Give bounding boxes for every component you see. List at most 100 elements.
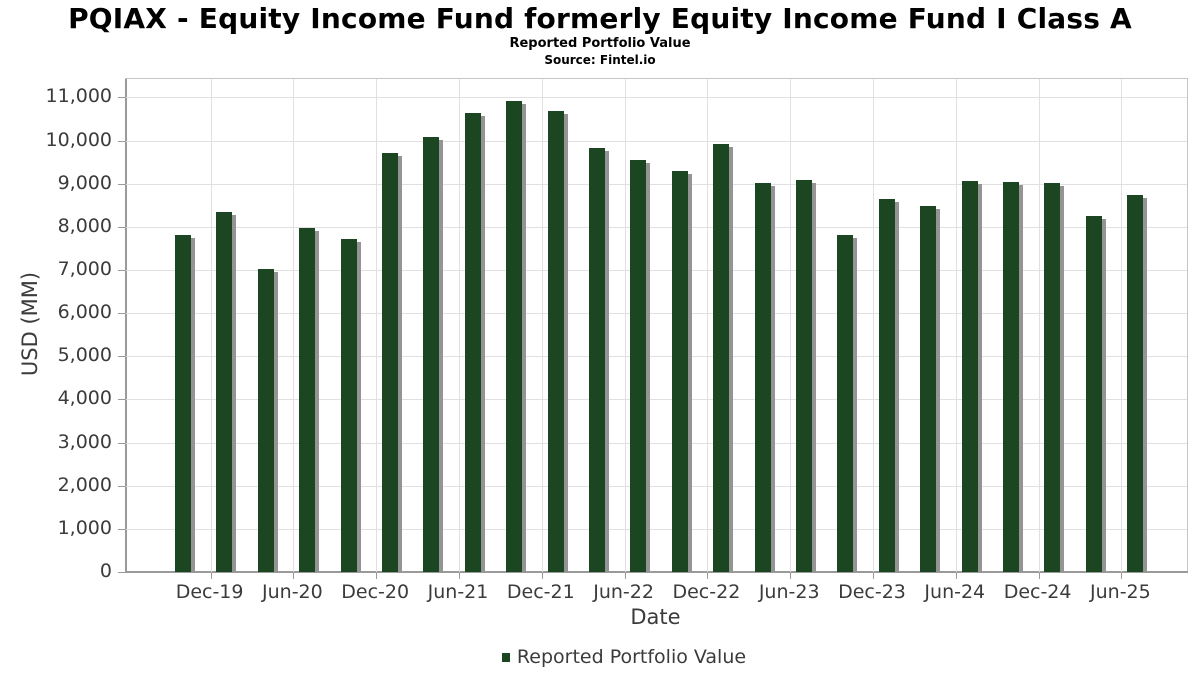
- bar-Sep-20[interactable]: [340, 238, 357, 572]
- y-tick-label: 3,000: [57, 430, 112, 453]
- gridline-vertical: [376, 79, 378, 572]
- y-tick-mark: [118, 140, 125, 142]
- gridline-vertical: [873, 79, 874, 572]
- x-axis-title: Date: [630, 605, 681, 629]
- y-tick-mark: [118, 572, 125, 573]
- y-tick-label: 9,000: [57, 171, 112, 194]
- plot-area: [118, 78, 1188, 579]
- bar-Dec-22[interactable]: [713, 144, 730, 572]
- x-tick-mark: [955, 573, 957, 579]
- bar-Dec-23[interactable]: [878, 198, 895, 572]
- gridline-vertical: [1121, 79, 1123, 572]
- x-tick-label: Jun-23: [758, 581, 820, 603]
- x-tick-mark: [459, 573, 460, 579]
- y-tick-label: 8,000: [57, 214, 112, 237]
- gridline-horizontal: [126, 226, 1187, 228]
- x-tick-label: Dec-21: [506, 581, 575, 603]
- bar-Mar-20[interactable]: [257, 268, 274, 572]
- chart-subtitle: Reported Portfolio Value: [509, 36, 691, 51]
- bar-Sep-23[interactable]: [837, 235, 854, 572]
- bar-Jun-22[interactable]: [630, 160, 647, 572]
- x-tick-label: Dec-22: [672, 581, 741, 603]
- y-tick-label: 2,000: [57, 473, 112, 496]
- y-tick-label: 0: [99, 560, 112, 582]
- bar-Dec-24[interactable]: [1044, 182, 1061, 572]
- gridline-horizontal: [126, 270, 1187, 272]
- y-tick-label: 10,000: [45, 128, 112, 151]
- y-tick-label: 1,000: [57, 516, 112, 539]
- gridline-vertical: [210, 79, 212, 572]
- y-tick-mark: [118, 97, 125, 99]
- y-tick-mark: [118, 528, 125, 530]
- gridline-vertical: [293, 79, 295, 572]
- gridline-horizontal: [126, 97, 1187, 99]
- x-tick-mark: [376, 573, 378, 579]
- x-tick-label: Dec-20: [341, 581, 410, 603]
- gridline-vertical: [955, 79, 957, 572]
- gridline-vertical: [1038, 79, 1040, 572]
- gridline-horizontal: [126, 313, 1187, 315]
- gridline-horizontal: [126, 140, 1187, 142]
- x-tick-mark: [1038, 573, 1040, 579]
- x-tick-label: Jun-21: [427, 581, 489, 603]
- gridline-vertical: [541, 79, 543, 572]
- x-tick-label: Jun-24: [924, 581, 986, 603]
- x-tick-label: Jun-22: [593, 581, 654, 603]
- legend-label: Reported Portfolio Value: [516, 646, 747, 668]
- bar-Sep-19[interactable]: [175, 235, 191, 572]
- bar-Jun-23[interactable]: [796, 179, 812, 572]
- bar-Mar-22[interactable]: [589, 147, 605, 572]
- x-axis-spine: [125, 571, 1188, 573]
- bar-Jun-24[interactable]: [961, 181, 978, 572]
- gridline-vertical: [707, 79, 709, 572]
- bar-Mar-25[interactable]: [1085, 216, 1102, 572]
- y-tick-label: 7,000: [57, 258, 112, 281]
- bar-Sep-22[interactable]: [671, 171, 688, 572]
- bar-Dec-19[interactable]: [216, 212, 233, 572]
- bar-Mar-21[interactable]: [423, 137, 440, 572]
- y-tick-mark: [118, 356, 125, 358]
- y-tick-mark: [118, 183, 125, 185]
- gridline-vertical: [624, 79, 626, 572]
- gridline-horizontal: [126, 399, 1187, 401]
- y-tick-mark: [118, 270, 125, 272]
- bar-Mar-24[interactable]: [920, 206, 937, 572]
- gridline-horizontal: [126, 442, 1187, 444]
- legend-swatch-icon: [501, 652, 510, 662]
- x-tick-mark: [210, 573, 212, 579]
- y-tick-mark: [118, 399, 125, 401]
- x-tick-label: Dec-23: [838, 581, 906, 603]
- y-tick-mark: [118, 226, 125, 228]
- gridline-horizontal: [126, 356, 1187, 358]
- bar-Sep-21[interactable]: [506, 101, 523, 572]
- bar-Dec-20[interactable]: [382, 152, 398, 572]
- bar-Jun-25[interactable]: [1127, 194, 1144, 572]
- gridline-vertical: [790, 79, 792, 572]
- y-tick-mark: [118, 442, 125, 444]
- x-tick-mark: [624, 573, 626, 579]
- y-tick-label: 6,000: [57, 301, 112, 324]
- bar-Jun-21[interactable]: [464, 112, 481, 572]
- y-tick-label: 11,000: [45, 85, 112, 108]
- y-tick-label: 5,000: [57, 344, 112, 367]
- bar-Mar-23[interactable]: [754, 182, 771, 572]
- y-tick-label: 4,000: [57, 387, 112, 410]
- bar-Dec-21[interactable]: [547, 110, 564, 572]
- chart-title: PQIAX - Equity Income Fund formerly Equi…: [68, 2, 1132, 35]
- x-tick-label: Dec-19: [175, 581, 244, 603]
- y-tick-mark: [118, 313, 125, 315]
- x-tick-mark: [541, 573, 543, 579]
- gridline-vertical: [459, 79, 460, 572]
- x-tick-label: Jun-25: [1090, 581, 1151, 603]
- gridline-horizontal: [126, 528, 1187, 530]
- gridline-horizontal: [126, 485, 1187, 487]
- chart-source: Source: Fintel.io: [544, 53, 656, 67]
- y-tick-mark: [118, 485, 125, 487]
- x-tick-mark: [873, 573, 874, 579]
- bar-Sep-24[interactable]: [1003, 182, 1019, 572]
- legend[interactable]: Reported Portfolio Value: [24, 646, 1200, 668]
- x-tick-mark: [1121, 573, 1123, 579]
- x-tick-mark: [707, 573, 709, 579]
- bar-Jun-20[interactable]: [299, 227, 316, 572]
- gridline-horizontal: [126, 183, 1187, 185]
